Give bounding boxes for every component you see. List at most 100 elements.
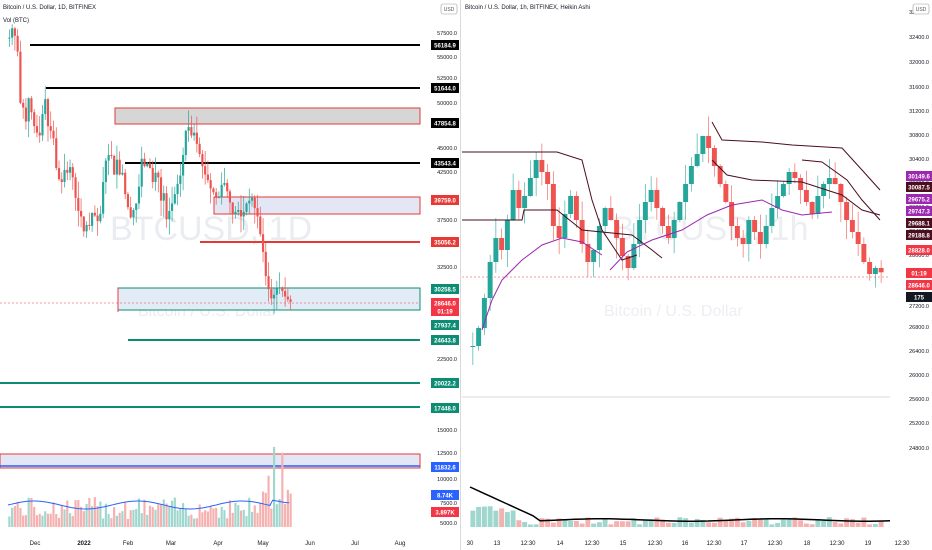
volume-bar: [798, 520, 804, 527]
volume-bar: [35, 515, 39, 527]
volume-bar: [231, 512, 234, 527]
volume-bar: [24, 515, 28, 527]
price-level-value: 30087.5: [908, 186, 930, 192]
volume-bar: [476, 506, 482, 527]
y-axis-tick-label: 25200.0: [909, 421, 929, 427]
volume-bar: [168, 507, 171, 527]
price-level-badge: [431, 378, 459, 388]
price-level-value: 28646.0: [908, 284, 930, 290]
x-axis-tick-label: 14: [557, 541, 564, 547]
price-level-value: 175: [914, 296, 925, 302]
volume-bar: [706, 522, 712, 527]
volume-bar: [757, 518, 763, 527]
volume-bar: [16, 501, 19, 527]
price-candle: [677, 202, 683, 220]
volume-bar: [157, 504, 160, 527]
volume-bar: [786, 518, 792, 527]
volume-bar: [74, 500, 77, 527]
y-axis-tick-label: 42500.0: [437, 170, 457, 176]
trailing-stop-line: [462, 209, 663, 259]
volume-bar: [44, 511, 47, 527]
x-axis-tick-label: Dec: [30, 541, 41, 547]
volume-bar: [654, 517, 660, 527]
volume-bar: [487, 506, 493, 527]
volume-bar: [146, 514, 149, 527]
price-candle: [24, 107, 28, 122]
volume-bar: [11, 507, 14, 527]
price-level-badge: [431, 40, 459, 50]
y-axis-tick-label: 28000.0: [909, 253, 929, 259]
volume-bar: [677, 517, 683, 527]
volume-bar: [539, 518, 545, 527]
price-candle: [184, 130, 187, 156]
price-level-value: 29675.2: [908, 198, 930, 204]
price-candle: [27, 98, 30, 122]
volume-bar: [591, 523, 597, 527]
volume-bar: [556, 518, 562, 527]
daily-chart-pane[interactable]: BTCUSD, 1D Bitcoin / U.S. Dollar 57500.0 55…: [0, 0, 461, 550]
price-candle: [162, 193, 165, 201]
price-candle: [614, 220, 620, 238]
price-candle: [596, 226, 602, 250]
price-candle: [786, 172, 792, 184]
price-level-badge: [906, 245, 932, 255]
volume-bar: [614, 521, 620, 527]
volume-bar: [585, 517, 591, 527]
price-level-value: 8.74K: [437, 494, 454, 500]
price-candle: [85, 224, 88, 232]
price-candle: [267, 276, 270, 290]
price-level-badge: [906, 218, 932, 228]
price-candle: [248, 200, 251, 204]
price-candle: [88, 224, 91, 226]
volume-bar: [775, 522, 781, 527]
trailing-stop-line: [801, 159, 881, 221]
price-candle: [154, 172, 157, 183]
x-axis-tick-label: 12:30: [647, 541, 663, 547]
price-candle: [660, 208, 666, 226]
x-axis-tick-label: 2022: [77, 541, 91, 547]
price-candle: [625, 256, 631, 268]
volume-bar: [71, 516, 74, 527]
volume-bar: [8, 516, 11, 527]
volume-bar: [275, 504, 278, 527]
y-axis-tick-label: 57500.0: [437, 31, 457, 37]
price-candle: [861, 244, 867, 262]
price-candle: [815, 196, 821, 214]
price-candle: [809, 202, 815, 214]
volume-bar: [129, 510, 132, 527]
price-candle: [284, 291, 287, 297]
volume-bar: [746, 520, 752, 527]
price-level-badge: [431, 298, 459, 308]
price-candle: [91, 212, 94, 226]
price-candle: [193, 132, 196, 136]
currency-badge: [440, 3, 458, 15]
price-candle: [734, 226, 740, 238]
price-candle: [13, 28, 16, 36]
price-candle: [19, 51, 22, 103]
price-candle: [792, 172, 798, 178]
price-level-badge: [431, 490, 459, 500]
price-candle: [533, 160, 539, 178]
price-candle: [700, 136, 706, 154]
y-axis-tick-label: 32400.0: [909, 35, 929, 41]
price-candle: [499, 238, 505, 250]
volume-bar: [619, 521, 625, 527]
volume-bar: [803, 523, 809, 527]
volume-bar: [13, 506, 16, 527]
volume-bar: [121, 511, 124, 527]
price-candle: [11, 28, 14, 38]
price-level-value: 01:19: [437, 310, 453, 316]
price-level-badge: [431, 320, 459, 330]
price-candle: [93, 212, 96, 216]
volume-bar: [286, 489, 289, 527]
volume-bar: [253, 505, 256, 527]
volume-bar: [499, 508, 505, 527]
price-candle: [60, 179, 63, 183]
volume-bar: [281, 452, 284, 527]
price-candle: [198, 143, 201, 155]
volume-bar: [688, 522, 694, 527]
price-level-badge: [431, 158, 459, 168]
